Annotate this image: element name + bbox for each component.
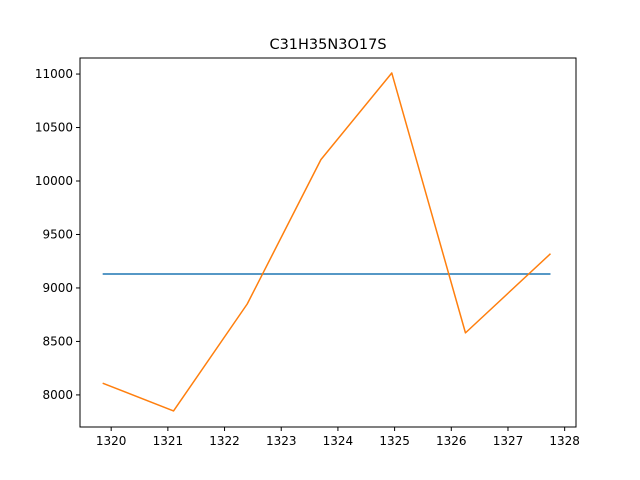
x-axis: 1320 1321 1322 1323 1324 1325 1326 1327 1328 <box>96 427 580 448</box>
axes-frame <box>79 57 577 428</box>
series-layer <box>102 72 552 412</box>
x-tick-label: 1325 <box>379 434 410 448</box>
x-tick-label: 1323 <box>266 434 297 448</box>
series-line-2 <box>102 72 552 412</box>
x-tick-label: 1322 <box>209 434 240 448</box>
x-tick-label: 1320 <box>96 434 127 448</box>
x-tick-label: 1321 <box>153 434 184 448</box>
y-tick-label: 8000 <box>42 388 73 402</box>
x-tick-label: 1328 <box>549 434 580 448</box>
y-axis: 8000 8500 9000 9500 10000 10500 11000 <box>35 67 80 402</box>
x-tick-label: 1327 <box>493 434 524 448</box>
y-tick-label: 9000 <box>42 281 73 295</box>
y-tick-label: 9500 <box>42 227 73 241</box>
y-tick-label: 10500 <box>35 121 73 135</box>
y-tick-label: 10000 <box>35 174 73 188</box>
chart-title: C31H35N3O17S <box>269 37 386 53</box>
x-tick-label: 1326 <box>436 434 467 448</box>
x-tick-label: 1324 <box>323 434 354 448</box>
y-tick-label: 8500 <box>42 334 73 348</box>
y-tick-label: 11000 <box>35 67 73 81</box>
